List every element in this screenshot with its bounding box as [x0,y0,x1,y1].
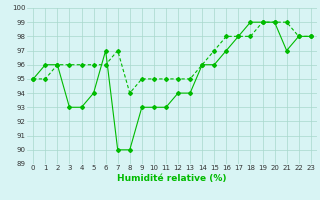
X-axis label: Humidité relative (%): Humidité relative (%) [117,174,227,183]
